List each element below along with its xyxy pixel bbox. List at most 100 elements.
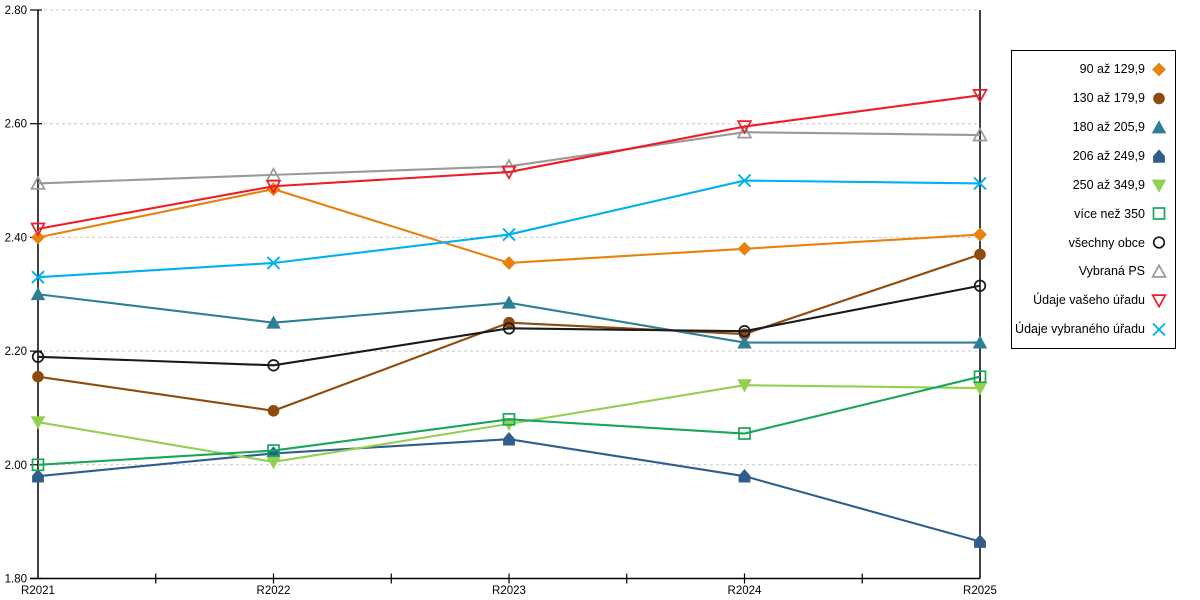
series-180-az-205-9 — [30, 287, 988, 349]
data-point-marker — [30, 287, 46, 301]
data-point-marker — [1151, 119, 1167, 134]
triangle-up-marker-icon — [1151, 119, 1167, 134]
y-axis-tick-label: 1.80 — [5, 574, 27, 586]
series-line — [37, 284, 981, 367]
y-axis-tick-label: 2.60 — [5, 119, 27, 131]
data-point-marker — [972, 89, 988, 104]
legend-item: 130 až 179,9 — [1012, 91, 1175, 106]
data-point-marker — [1151, 294, 1167, 309]
series-line — [37, 131, 981, 185]
data-point-marker — [1153, 148, 1165, 163]
data-point-marker — [1151, 179, 1167, 193]
pentagon-marker-icon — [1153, 148, 1165, 163]
data-point-marker — [267, 444, 280, 457]
data-point-marker — [738, 427, 751, 440]
data-point-marker — [737, 379, 752, 393]
series-udaje-vybraneho-uradu — [31, 173, 987, 284]
data-point-marker — [737, 241, 752, 256]
data-point-marker — [30, 222, 46, 237]
data-point-marker — [974, 534, 986, 548]
data-point-marker — [502, 227, 516, 242]
data-point-marker — [1151, 264, 1167, 278]
data-point-marker — [266, 256, 281, 270]
circle-marker-icon — [1152, 236, 1166, 249]
legend-item: Údaje vašeho úřadu — [1012, 293, 1175, 309]
data-point-marker — [737, 173, 752, 188]
series-line — [37, 94, 981, 230]
x-marker-icon — [1152, 322, 1166, 337]
series-206-az-249-9 — [32, 432, 986, 548]
y-axis-tick-label: 2.20 — [5, 346, 27, 358]
data-point-marker — [973, 279, 987, 292]
data-point-marker — [1153, 92, 1165, 105]
x-axis-tick-label: R2022 — [257, 585, 291, 597]
data-point-marker — [973, 370, 987, 384]
legend-item-label: 206 až 249,9 — [1072, 148, 1145, 163]
data-point-marker — [972, 127, 988, 142]
series-line — [37, 375, 981, 466]
triangle-down-marker-icon — [1151, 179, 1167, 193]
legend-item-label: 90 až 129,9 — [1079, 62, 1145, 77]
legend-item-label: více než 350 — [1074, 206, 1145, 221]
chart-legend: 90 až 129,9 130 až 179,9 180 až 205,9 206 a… — [1011, 50, 1176, 349]
data-point-marker — [30, 416, 46, 430]
data-point-marker — [738, 469, 751, 483]
data-point-marker — [31, 270, 45, 284]
data-point-marker — [502, 256, 516, 270]
legend-item-label: 250 až 349,9 — [1072, 177, 1145, 192]
data-point-marker — [31, 230, 45, 245]
data-point-marker — [266, 315, 281, 329]
legend-item-label: 180 až 205,9 — [1072, 119, 1145, 134]
legend-item: Vybraná PS — [1012, 264, 1175, 279]
data-point-marker — [32, 370, 44, 383]
data-point-marker — [972, 335, 988, 349]
series-90-az-129-9 — [31, 182, 987, 270]
y-axis-tick-label: 2.00 — [5, 460, 27, 472]
data-point-marker — [973, 227, 987, 242]
legend-item-label: Údaje vybraného úřadu — [1015, 322, 1145, 337]
diamond-marker-icon — [1152, 62, 1166, 77]
data-point-marker — [1152, 207, 1166, 221]
data-point-marker — [736, 124, 753, 139]
data-point-marker — [503, 432, 515, 446]
series-line — [37, 438, 981, 543]
data-point-marker — [501, 295, 517, 309]
data-point-marker — [1152, 322, 1166, 337]
legend-item: 206 až 249,9 — [1012, 148, 1175, 164]
legend-item-label: 130 až 179,9 — [1072, 91, 1145, 106]
y-axis-tick-label: 2.80 — [5, 5, 27, 17]
legend-item: více než 350 — [1012, 206, 1175, 221]
legend-item: všechny obce — [1012, 235, 1175, 250]
legend-item: 90 až 129,9 — [1012, 62, 1175, 77]
data-point-marker — [32, 469, 44, 483]
y-axis-tick-label: 2.40 — [5, 232, 27, 244]
data-point-marker — [973, 176, 987, 191]
data-point-marker — [265, 179, 282, 195]
data-point-marker — [1152, 62, 1166, 77]
data-point-marker — [30, 175, 46, 190]
circle-marker-icon — [1153, 92, 1165, 105]
data-point-marker — [31, 458, 45, 472]
x-axis-tick-label: R2023 — [492, 585, 526, 597]
triangle-up-marker-icon — [1151, 264, 1167, 278]
legend-item: 250 až 349,9 — [1012, 178, 1175, 193]
data-point-marker — [974, 248, 986, 261]
square-marker-icon — [1152, 207, 1166, 221]
series-line — [37, 187, 981, 265]
data-point-marker — [737, 335, 752, 349]
series-130-az-179-9 — [32, 248, 986, 417]
legend-item-label: všechny obce — [1068, 235, 1145, 250]
legend-item-label: Údaje vašeho úřadu — [1033, 293, 1145, 308]
legend-item: Údaje vybraného úřadu — [1012, 322, 1175, 337]
legend-item-label: Vybraná PS — [1078, 264, 1145, 279]
data-point-marker — [738, 325, 751, 338]
data-point-marker — [502, 412, 516, 426]
series-vice-nez-350 — [31, 370, 987, 472]
data-point-marker — [502, 322, 516, 335]
series-udaje-vaseho-uradu — [30, 89, 988, 237]
data-point-marker — [1152, 236, 1166, 249]
x-axis-tick-label: R2021 — [21, 585, 55, 597]
data-point-marker — [266, 456, 281, 470]
